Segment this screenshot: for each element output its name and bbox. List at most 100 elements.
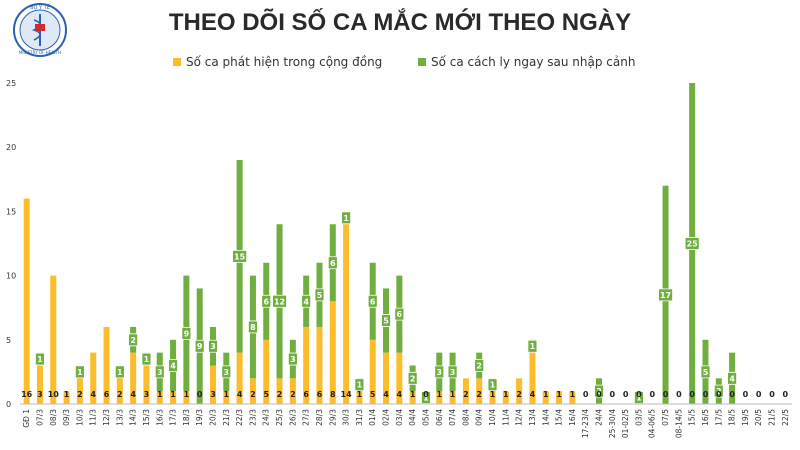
bar-community — [476, 378, 483, 404]
bar-community — [249, 378, 256, 404]
data-label-community: 14 — [341, 390, 353, 399]
x-tick-label: 02/4 — [382, 409, 391, 426]
data-label-quarantine: 1 — [343, 214, 349, 223]
bar-community — [303, 326, 310, 404]
x-tick-label: 14/4 — [541, 409, 550, 426]
x-tick-label: 19/5 — [741, 409, 750, 426]
data-label-quarantine: 6 — [263, 297, 269, 306]
data-label-community: 1 — [556, 390, 562, 399]
data-label-quarantine-box — [381, 314, 391, 327]
data-label-quarantine-box — [341, 211, 352, 225]
x-tick-label: 15/4 — [555, 409, 564, 426]
bar-community — [542, 391, 549, 404]
data-label-community: 1 — [450, 390, 456, 399]
data-label-community: 0 — [623, 390, 629, 399]
data-label-quarantine: 4 — [303, 297, 309, 306]
data-label-quarantine: 3 — [224, 368, 230, 377]
data-label-community: 1 — [490, 390, 496, 399]
data-label-community: 3 — [37, 390, 43, 399]
bar-community — [116, 378, 123, 404]
data-label-quarantine: 2 — [410, 374, 416, 383]
x-tick-label: 27/3 — [302, 409, 311, 426]
x-tick-label: 01/4 — [368, 409, 377, 426]
x-tick-label: 28/3 — [315, 409, 324, 426]
data-label-quarantine-box — [367, 294, 378, 308]
data-label-community: 0 — [423, 390, 429, 399]
data-label-quarantine: 1 — [77, 368, 83, 377]
x-tick-label: 12/3 — [102, 409, 111, 426]
x-tick-label: 08-14/5 — [674, 409, 683, 438]
data-label-community: 6 — [317, 390, 323, 399]
x-tick-label: 26/3 — [288, 409, 297, 426]
data-label-community: 0 — [703, 390, 709, 399]
bar-community — [156, 391, 163, 404]
bar-community — [343, 224, 350, 404]
data-label-quarantine: 3 — [290, 355, 296, 364]
data-label-quarantine-box — [713, 384, 724, 398]
data-label-quarantine: 3 — [157, 368, 163, 377]
data-label-community: 5 — [263, 390, 269, 399]
data-label-quarantine-box — [354, 378, 365, 392]
x-tick-label: 17-23/4 — [581, 409, 590, 438]
data-label-quarantine-box — [301, 294, 312, 308]
data-label-community: 0 — [610, 390, 616, 399]
data-label-quarantine: 1 — [117, 368, 123, 377]
data-label-community: 1 — [184, 390, 190, 399]
x-tick-label: 29/3 — [328, 409, 337, 426]
data-label-community: 4 — [397, 390, 403, 399]
data-label-quarantine: 15 — [234, 252, 246, 261]
data-label-quarantine: 5 — [317, 291, 323, 300]
bar-community — [489, 391, 496, 404]
bar-community — [50, 275, 57, 404]
data-label-quarantine: 2 — [476, 361, 482, 370]
data-label-community: 0 — [783, 390, 789, 399]
data-label-quarantine: 9 — [197, 342, 203, 351]
data-label-community: 2 — [290, 390, 296, 399]
x-tick-label: 09/3 — [62, 409, 71, 426]
y-tick-label: 15 — [6, 207, 16, 216]
data-label-quarantine: 1 — [357, 381, 363, 390]
data-label-community: 0 — [197, 390, 203, 399]
bar-community — [23, 198, 30, 404]
data-label-community: 10 — [48, 390, 60, 399]
x-tick-label: 03/4 — [395, 409, 404, 426]
x-tick-label: 05/4 — [421, 409, 430, 426]
x-tick-label: 18/3 — [182, 409, 191, 426]
data-label-community: 16 — [21, 390, 33, 399]
x-tick-label: 08/4 — [461, 409, 470, 426]
data-label-quarantine: 6 — [330, 259, 336, 268]
x-tick-label: 20/3 — [209, 409, 218, 426]
legend-label-community: Số ca phát hiện trong cộng đồng — [186, 55, 382, 69]
bar-community — [462, 378, 469, 404]
bar-community — [103, 326, 110, 404]
data-label-quarantine-box — [407, 371, 418, 385]
x-tick-label: 11/4 — [501, 409, 510, 426]
data-label-quarantine-box — [272, 294, 287, 308]
data-label-community: 5 — [370, 390, 376, 399]
bar-community — [329, 301, 336, 404]
x-tick-label: 04/4 — [408, 409, 417, 426]
bar-community — [223, 391, 230, 404]
data-label-quarantine: 8 — [250, 323, 256, 332]
data-label-quarantine-box — [74, 365, 85, 379]
data-label-quarantine: 5 — [383, 317, 389, 326]
data-label-community: 8 — [330, 390, 336, 399]
x-tick-label: 06/4 — [435, 409, 444, 426]
data-label-quarantine: 1 — [37, 355, 43, 364]
bar-community — [36, 365, 43, 404]
data-label-quarantine-box — [194, 339, 205, 353]
x-tick-label: 24/4 — [595, 409, 604, 426]
data-label-community: 1 — [436, 390, 442, 399]
bar-community — [396, 352, 403, 404]
data-label-community: 0 — [689, 390, 695, 399]
bar-community — [236, 352, 243, 404]
x-tick-label: 21/5 — [768, 409, 777, 426]
data-label-community: 1 — [170, 390, 176, 399]
x-tick-label: 22/5 — [781, 409, 790, 426]
data-label-quarantine-box — [248, 320, 258, 334]
data-label-quarantine: 3 — [450, 368, 456, 377]
data-label-quarantine: 17 — [660, 291, 671, 300]
data-label-quarantine-box — [447, 365, 458, 379]
data-label-quarantine: 6 — [370, 297, 376, 306]
bar-community — [76, 378, 83, 404]
